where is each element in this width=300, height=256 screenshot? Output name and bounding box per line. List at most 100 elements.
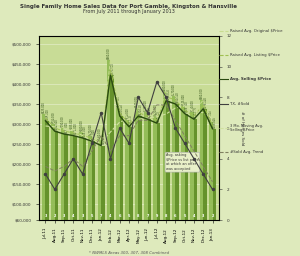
Text: 4: 4 — [72, 214, 74, 218]
Text: 7: 7 — [146, 214, 149, 218]
Bar — [157, 123, 160, 244]
Bar — [79, 132, 82, 244]
Text: $330,000: $330,000 — [144, 99, 148, 111]
Bar — [200, 100, 203, 244]
Text: $370,000: $370,000 — [172, 83, 176, 95]
Text: $340,000: $340,000 — [116, 95, 120, 107]
Text: 8: 8 — [137, 214, 140, 218]
Text: Single Family Home Sales Data for Port Gamble, Kingston & Hansville: Single Family Home Sales Data for Port G… — [20, 4, 238, 9]
Bar — [51, 124, 55, 244]
Text: $360,000: $360,000 — [200, 87, 203, 99]
Text: 3: 3 — [44, 214, 47, 218]
Bar — [92, 141, 95, 244]
Text: $350,000: $350,000 — [175, 91, 179, 103]
Bar — [116, 108, 120, 244]
Text: 2: 2 — [54, 214, 56, 218]
Text: Raised Avg. Listing $Price: Raised Avg. Listing $Price — [230, 53, 279, 57]
Text: $312,000: $312,000 — [194, 106, 198, 118]
Text: * NWMLS Areas 300, 307, 308 Combined: * NWMLS Areas 300, 307, 308 Combined — [89, 251, 169, 255]
Text: $460,000: $460,000 — [107, 47, 111, 59]
Text: $380,000: $380,000 — [162, 79, 167, 91]
Bar — [212, 129, 216, 244]
Text: $340,000: $340,000 — [134, 95, 139, 107]
Bar — [181, 106, 185, 244]
Text: 8: 8 — [165, 214, 167, 218]
Text: 4: 4 — [109, 214, 112, 218]
Bar — [185, 114, 188, 244]
Text: $275,000: $275,000 — [64, 121, 68, 133]
Bar — [144, 112, 148, 244]
Text: 5: 5 — [128, 214, 130, 218]
Text: $257,000: $257,000 — [92, 128, 96, 140]
Text: $246,000: $246,000 — [101, 133, 105, 144]
Text: $320,000: $320,000 — [153, 103, 157, 115]
Text: #Sold Avg. Trend: #Sold Avg. Trend — [230, 150, 263, 154]
Bar — [88, 136, 92, 244]
Bar — [135, 108, 138, 244]
Text: 5: 5 — [91, 214, 93, 218]
Bar — [203, 109, 207, 244]
Text: 5: 5 — [184, 214, 186, 218]
Text: $282,000: $282,000 — [55, 118, 59, 130]
Bar — [163, 92, 166, 244]
Text: $270,000: $270,000 — [88, 123, 92, 135]
Text: 6: 6 — [118, 214, 121, 218]
Bar — [98, 140, 101, 244]
Text: 3: 3 — [81, 214, 84, 218]
Bar — [61, 128, 64, 244]
Text: $345,000: $345,000 — [181, 93, 185, 105]
Bar — [176, 104, 179, 244]
Text: From July 2011 through January 2013: From July 2011 through January 2013 — [83, 9, 175, 14]
Text: 3 Mo. Moving Avg.
Selling $Price: 3 Mo. Moving Avg. Selling $Price — [230, 124, 262, 132]
Text: $290,000: $290,000 — [60, 115, 64, 127]
Text: $358,000: $358,000 — [166, 88, 170, 100]
Y-axis label: # of Homes Sold: # of Homes Sold — [240, 111, 244, 145]
Bar — [190, 112, 194, 244]
Bar — [153, 116, 157, 244]
Bar — [172, 96, 175, 244]
Bar — [138, 116, 142, 244]
Bar — [82, 138, 86, 244]
Bar — [107, 60, 110, 244]
Bar — [46, 121, 49, 244]
Bar — [110, 75, 114, 244]
Text: $308,000: $308,000 — [45, 108, 49, 120]
Text: 2: 2 — [211, 214, 214, 218]
Bar — [101, 146, 105, 244]
Bar — [120, 116, 123, 244]
Text: $305,000: $305,000 — [209, 109, 213, 121]
Text: $320,000: $320,000 — [138, 103, 142, 115]
Text: $265,000: $265,000 — [82, 125, 86, 137]
Text: $302,000: $302,000 — [157, 110, 160, 122]
Text: $338,000: $338,000 — [203, 96, 207, 108]
Text: $422,000: $422,000 — [110, 62, 114, 74]
Bar — [129, 127, 133, 244]
Text: 3: 3 — [63, 214, 65, 218]
Text: $325,000: $325,000 — [42, 101, 46, 113]
Bar — [148, 119, 151, 244]
Bar — [55, 131, 58, 244]
Text: $310,000: $310,000 — [125, 107, 129, 119]
Text: TX, #Sold: TX, #Sold — [230, 102, 249, 106]
Bar — [64, 134, 68, 244]
Bar — [42, 114, 46, 244]
Text: $271,000: $271,000 — [73, 123, 77, 134]
Text: Raised Avg. Original $Price: Raised Avg. Original $Price — [230, 29, 282, 33]
Bar — [166, 101, 170, 244]
Bar — [70, 130, 73, 244]
Text: $260,000: $260,000 — [98, 127, 101, 139]
Text: Avg. Selling $Price: Avg. Selling $Price — [230, 77, 271, 81]
Text: $285,000: $285,000 — [70, 117, 74, 129]
Text: 7: 7 — [100, 214, 102, 218]
Text: $312,000: $312,000 — [147, 106, 151, 118]
Text: Avg. asking
$Price vs list price
at which an offer
was accepted: Avg. asking $Price vs list price at whic… — [166, 153, 199, 171]
Text: $326,000: $326,000 — [184, 101, 188, 112]
Text: $300,000: $300,000 — [51, 111, 55, 123]
Bar — [73, 136, 77, 244]
Text: 9: 9 — [156, 214, 158, 218]
Bar — [209, 122, 212, 244]
Bar — [125, 120, 129, 244]
Text: 4: 4 — [193, 214, 195, 218]
Text: $320,000: $320,000 — [119, 103, 124, 115]
Text: $280,000: $280,000 — [79, 119, 83, 131]
